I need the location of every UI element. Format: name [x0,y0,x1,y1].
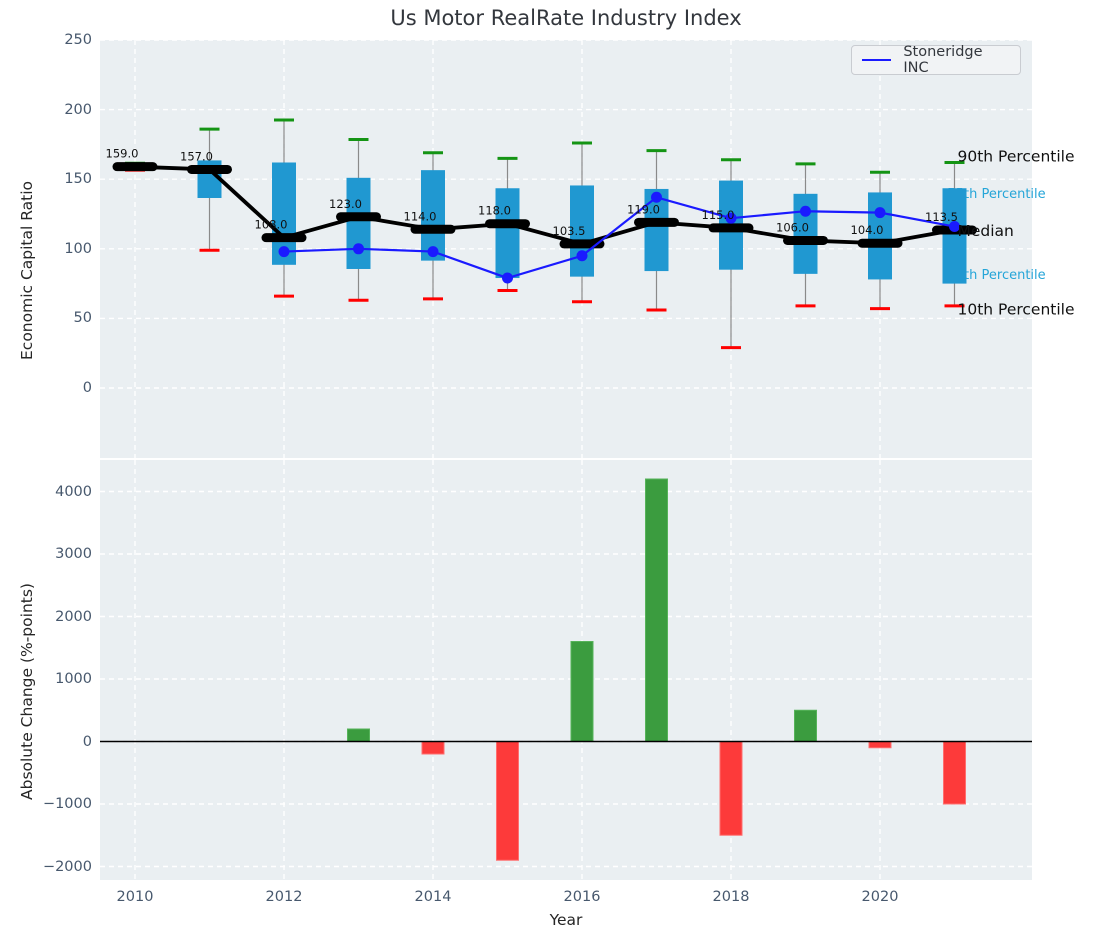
bottom-axes-bars [100,460,1032,880]
median-value-label: 114.0 [404,209,437,223]
stoneridge-line [283,196,955,280]
legend: Stoneridge INC [851,44,1021,76]
change-bar-2016 [570,641,594,742]
stoneridge-marker-2013 [353,243,364,255]
percentile-annotation-dark: 90th Percentile [958,148,1075,166]
x-tick-label: 2014 [414,889,452,905]
boxplot-svg: 75th Percentile 25th Percentile 159.0 157.0… [100,39,1075,458]
median-value-label: 113.5 [925,210,958,224]
x-tick-label: 2016 [563,889,601,905]
bottom-y-tick-label: 0 [82,733,92,750]
bottom-y-tick-label: 3000 [55,546,92,562]
change-bar-2015 [496,741,519,861]
change-bar-2020 [868,741,892,749]
top-y-tick-label: 200 [64,101,92,118]
median-value-label: 118.0 [478,204,511,218]
change-bar-2021 [943,741,966,805]
percentile-annotation-dark: Median [958,222,1014,240]
bar-chart-svg [100,460,1032,880]
iqr-box-2013 [346,177,371,269]
stoneridge-marker-2018 [725,212,737,224]
stoneridge-marker-2012 [278,246,290,258]
median-line [134,164,955,246]
top-y-tick-label: 50 [73,310,92,327]
stoneridge-marker-2017 [651,191,662,203]
change-bar-2019 [794,709,817,742]
stoneridge-marker-2014 [427,246,439,258]
legend-series-label: Stoneridge INC [903,44,983,76]
x-tick-label: 2012 [265,889,303,905]
x-axis-label: Year [549,911,583,929]
iqr-box-2015 [495,188,520,279]
percentile-annotation-dark: 10th Percentile [958,301,1075,319]
median-value-label: 157.0 [180,149,213,163]
median-value-label: 123.0 [329,197,362,211]
bottom-y-tick-label: −1000 [42,796,92,812]
percentile-annotation-accent: 75th Percentile [948,187,1046,202]
top-y-tick-label: 100 [64,240,92,257]
legend-line-swatch [862,59,892,61]
stoneridge-marker-2015 [502,272,513,284]
bottom-y-tick-label: 4000 [55,483,92,500]
stoneridge-marker-2016 [576,250,588,262]
median-value-label: 119.0 [627,202,660,216]
x-tick-label: 2018 [712,889,750,905]
bottom-y-axis-label: Absolute Change (%-points) [18,583,36,800]
median-value-label: 159.0 [106,147,139,161]
x-tick-label: 2010 [116,889,154,905]
top-y-tick-label: 0 [82,380,92,396]
top-y-tick-label: 150 [64,171,92,188]
top-y-axis-label: Economic Capital Ratio [18,180,36,360]
bottom-y-tick-label: 2000 [55,608,92,625]
bottom-y-tick-label: −2000 [42,858,92,875]
change-bar-2014 [421,741,445,755]
top-axes-boxplot: 75th Percentile 25th Percentile 159.0 157.0… [100,39,1075,458]
median-value-label: 103.5 [553,224,586,238]
x-tick-label: 2020 [861,889,899,905]
change-bar-2013 [347,728,370,742]
stoneridge-marker-2021 [949,221,960,233]
percentile-annotation-accent: 25th Percentile [948,268,1046,283]
median-value-label: 104.0 [851,223,884,237]
median-value-label: 108.0 [255,218,288,232]
stoneridge-marker-2020 [874,207,886,219]
median-value-label: 115.0 [702,208,735,222]
iqr-box-2014 [421,170,445,261]
change-bar-2017 [645,478,668,742]
iqr-box-2021 [942,188,967,284]
bottom-y-tick-label: 1000 [55,671,92,687]
iqr-box-2016 [570,185,594,277]
change-bar-2018 [719,741,743,836]
iqr-box-2020 [868,192,892,280]
stoneridge-marker-2019 [800,205,811,217]
median-value-label: 106.0 [776,220,809,234]
top-y-tick-label: 250 [64,32,92,48]
chart-title: Us Motor RealRate Industry Index [390,6,742,30]
